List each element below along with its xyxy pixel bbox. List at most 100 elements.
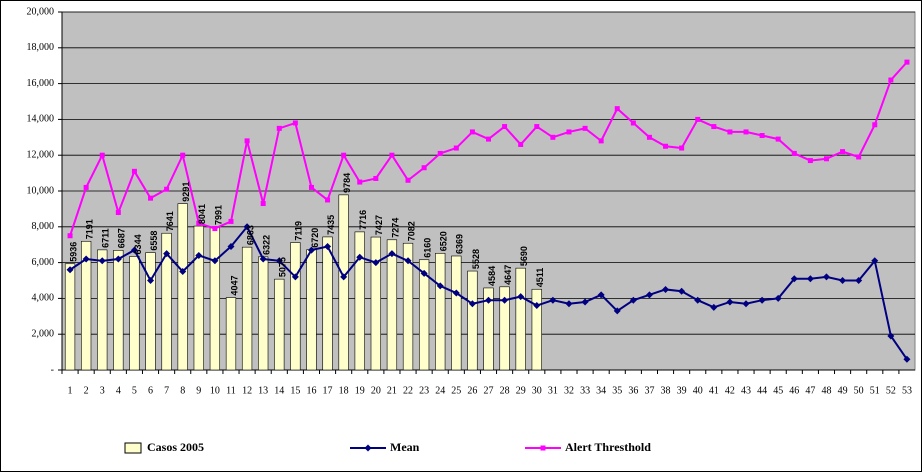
marker xyxy=(469,129,475,135)
value-label: 4047 xyxy=(229,276,239,296)
marker xyxy=(196,220,202,226)
marker xyxy=(822,273,830,281)
marker xyxy=(710,303,718,311)
bar xyxy=(370,236,381,371)
marker xyxy=(148,195,154,201)
marker xyxy=(421,165,427,171)
bar xyxy=(225,297,237,371)
marker xyxy=(887,332,895,340)
marker xyxy=(291,273,299,281)
x-tick-label: 13 xyxy=(258,385,268,396)
marker xyxy=(856,154,862,160)
marker xyxy=(212,226,218,232)
x-tick-label: 28 xyxy=(500,385,510,396)
x-tick-label: 23 xyxy=(419,385,429,396)
x-tick-label: 40 xyxy=(693,385,703,396)
bar xyxy=(209,226,221,371)
marker xyxy=(324,242,332,250)
x-tick-label: 39 xyxy=(677,385,687,396)
bar xyxy=(97,249,108,371)
value-label: 6720 xyxy=(310,228,320,248)
marker xyxy=(840,149,846,155)
marker xyxy=(99,152,105,158)
y-tick-label: 8,000 xyxy=(32,221,55,232)
x-tick-label: 32 xyxy=(564,385,574,396)
x-tick-label: 50 xyxy=(854,385,864,396)
marker xyxy=(437,150,443,156)
value-label: 7427 xyxy=(374,215,384,235)
marker xyxy=(211,257,219,265)
x-tick-label: 24 xyxy=(435,385,445,396)
x-tick-label: 26 xyxy=(467,385,477,396)
legend-swatch xyxy=(124,442,142,454)
marker xyxy=(292,120,298,126)
legend-marker xyxy=(540,445,546,451)
marker xyxy=(341,152,347,158)
marker xyxy=(452,289,460,297)
x-tick-label: 41 xyxy=(709,385,719,396)
bar xyxy=(177,203,188,371)
legend-label: Casos 2005 xyxy=(147,440,204,454)
marker xyxy=(115,209,121,215)
bar xyxy=(467,270,478,371)
x-tick-label: 9 xyxy=(196,385,201,396)
x-tick-label: 22 xyxy=(403,385,413,396)
marker xyxy=(372,259,380,267)
value-label: 6863 xyxy=(245,225,255,245)
marker xyxy=(259,255,267,263)
bar xyxy=(193,225,204,371)
marker xyxy=(357,179,363,185)
x-tick-label: 6 xyxy=(148,385,153,396)
bar xyxy=(322,236,333,371)
x-tick-label: 44 xyxy=(757,385,767,396)
marker xyxy=(614,106,620,112)
value-label: 9291 xyxy=(181,182,191,202)
marker xyxy=(679,145,685,151)
marker xyxy=(550,134,556,140)
bar xyxy=(531,288,542,371)
marker xyxy=(598,138,604,144)
marker xyxy=(179,268,187,276)
marker xyxy=(228,218,234,224)
marker xyxy=(645,291,653,299)
marker xyxy=(502,124,508,130)
x-tick-label: 17 xyxy=(323,385,333,396)
x-tick-label: 34 xyxy=(596,385,606,396)
value-label: 7435 xyxy=(326,215,336,235)
x-tick-label: 35 xyxy=(612,385,622,396)
marker xyxy=(904,59,910,65)
marker xyxy=(275,257,283,265)
marker xyxy=(130,246,138,254)
bar xyxy=(113,250,124,371)
x-tick-label: 46 xyxy=(789,385,799,396)
x-tick-label: 11 xyxy=(226,385,236,396)
marker xyxy=(711,124,717,130)
marker xyxy=(630,120,636,126)
marker xyxy=(565,300,573,308)
value-label: 6322 xyxy=(262,235,272,255)
x-tick-label: 30 xyxy=(532,385,542,396)
marker xyxy=(517,293,525,301)
marker xyxy=(420,269,428,277)
marker xyxy=(742,300,750,308)
marker xyxy=(163,250,171,258)
x-tick-label: 20 xyxy=(371,385,381,396)
value-label: 7641 xyxy=(165,211,175,231)
x-tick-label: 45 xyxy=(773,385,783,396)
bar xyxy=(515,267,526,371)
y-tick-label: 16,000 xyxy=(27,78,55,89)
x-tick-label: 4 xyxy=(116,385,121,396)
x-tick-label: 51 xyxy=(870,385,880,396)
x-tick-label: 7 xyxy=(164,385,169,396)
x-tick-label: 8 xyxy=(180,385,185,396)
marker xyxy=(534,124,540,130)
marker xyxy=(243,223,251,231)
x-tick-label: 21 xyxy=(387,385,397,396)
marker xyxy=(726,298,734,306)
x-tick-label: 48 xyxy=(821,385,831,396)
marker xyxy=(533,302,541,310)
marker xyxy=(307,246,315,254)
value-label: 6344 xyxy=(133,234,143,254)
marker xyxy=(758,296,766,304)
value-label: 6558 xyxy=(149,231,159,251)
